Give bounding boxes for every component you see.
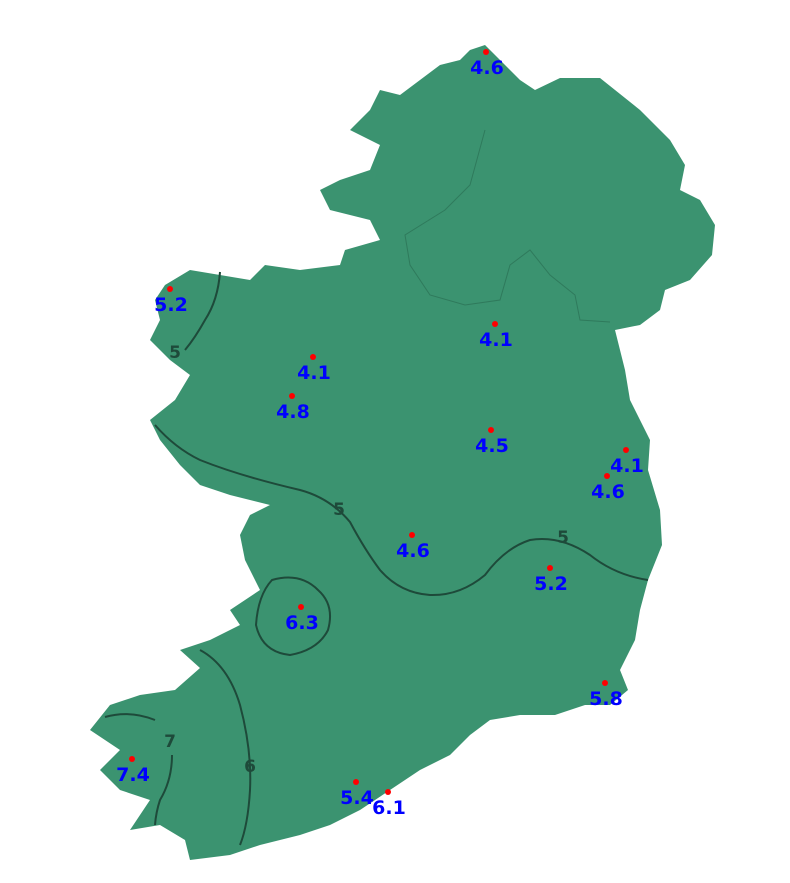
station-marker [289,393,295,399]
contour-line-7 [104,713,156,721]
contour-label: 5 [557,528,569,548]
northern-ireland-border [404,129,611,323]
station: 4.5 [475,427,509,457]
station-marker [353,779,359,785]
station-marker [604,473,610,479]
contour-label: 5 [333,500,345,520]
contour-line-6-loop [254,576,331,657]
station-value-label: 4.6 [591,481,625,503]
station-value-label: 4.6 [470,57,504,79]
station-marker [298,604,304,610]
station-value-label: 4.8 [276,401,310,423]
station-marker [488,427,494,433]
station-value-label: 5.2 [534,573,568,595]
contour-labels: 5 5 5 6 7 [164,343,569,777]
station-value-label: 6.3 [285,612,319,634]
station-value-label: 5.2 [154,294,188,316]
station: 4.6 [591,473,625,503]
station-marker [385,789,391,795]
station: 6.3 [285,604,319,634]
station-marker [409,532,415,538]
station-value-label: 4.5 [475,435,509,457]
station-value-label: 4.6 [396,540,430,562]
contour-line-7-lower [154,754,173,826]
station-marker [310,354,316,360]
station-markers: 4.6 5.2 4.1 4.8 4.1 4.5 4.1 4.6 4.6 5.2 6.3 5.8 7.4 5… [116,49,644,819]
contour-lines [104,271,649,846]
station: 5.2 [534,565,568,595]
contour-label: 7 [164,732,176,752]
station: 4.8 [276,393,310,423]
station-value-label: 4.1 [479,329,513,351]
station: 4.6 [396,532,430,562]
station-marker [547,565,553,571]
station-value-label: 4.1 [610,455,644,477]
contour-label: 6 [244,757,256,777]
station: 4.6 [470,49,504,79]
station: 7.4 [116,756,150,786]
ireland-landmass [90,45,715,860]
contour-line-6-southwest [199,649,252,846]
contour-line-5-northwest [184,271,221,351]
contour-label: 5 [169,343,181,363]
station: 5.4 [340,779,374,809]
station-value-label: 7.4 [116,764,150,786]
contour-line-5-main [154,424,649,597]
station: 5.8 [589,680,623,710]
station-value-label: 5.8 [589,688,623,710]
station: 4.1 [297,354,331,384]
station-marker [483,49,489,55]
station-value-label: 4.1 [297,362,331,384]
station-marker [167,286,173,292]
station: 5.2 [154,286,188,316]
station: 4.1 [610,447,644,477]
station-marker [623,447,629,453]
station-marker [602,680,608,686]
station-marker [129,756,135,762]
station: 6.1 [372,789,406,819]
station-marker [492,321,498,327]
station: 4.1 [479,321,513,351]
station-value-label: 6.1 [372,797,406,819]
station-value-label: 5.4 [340,787,374,809]
